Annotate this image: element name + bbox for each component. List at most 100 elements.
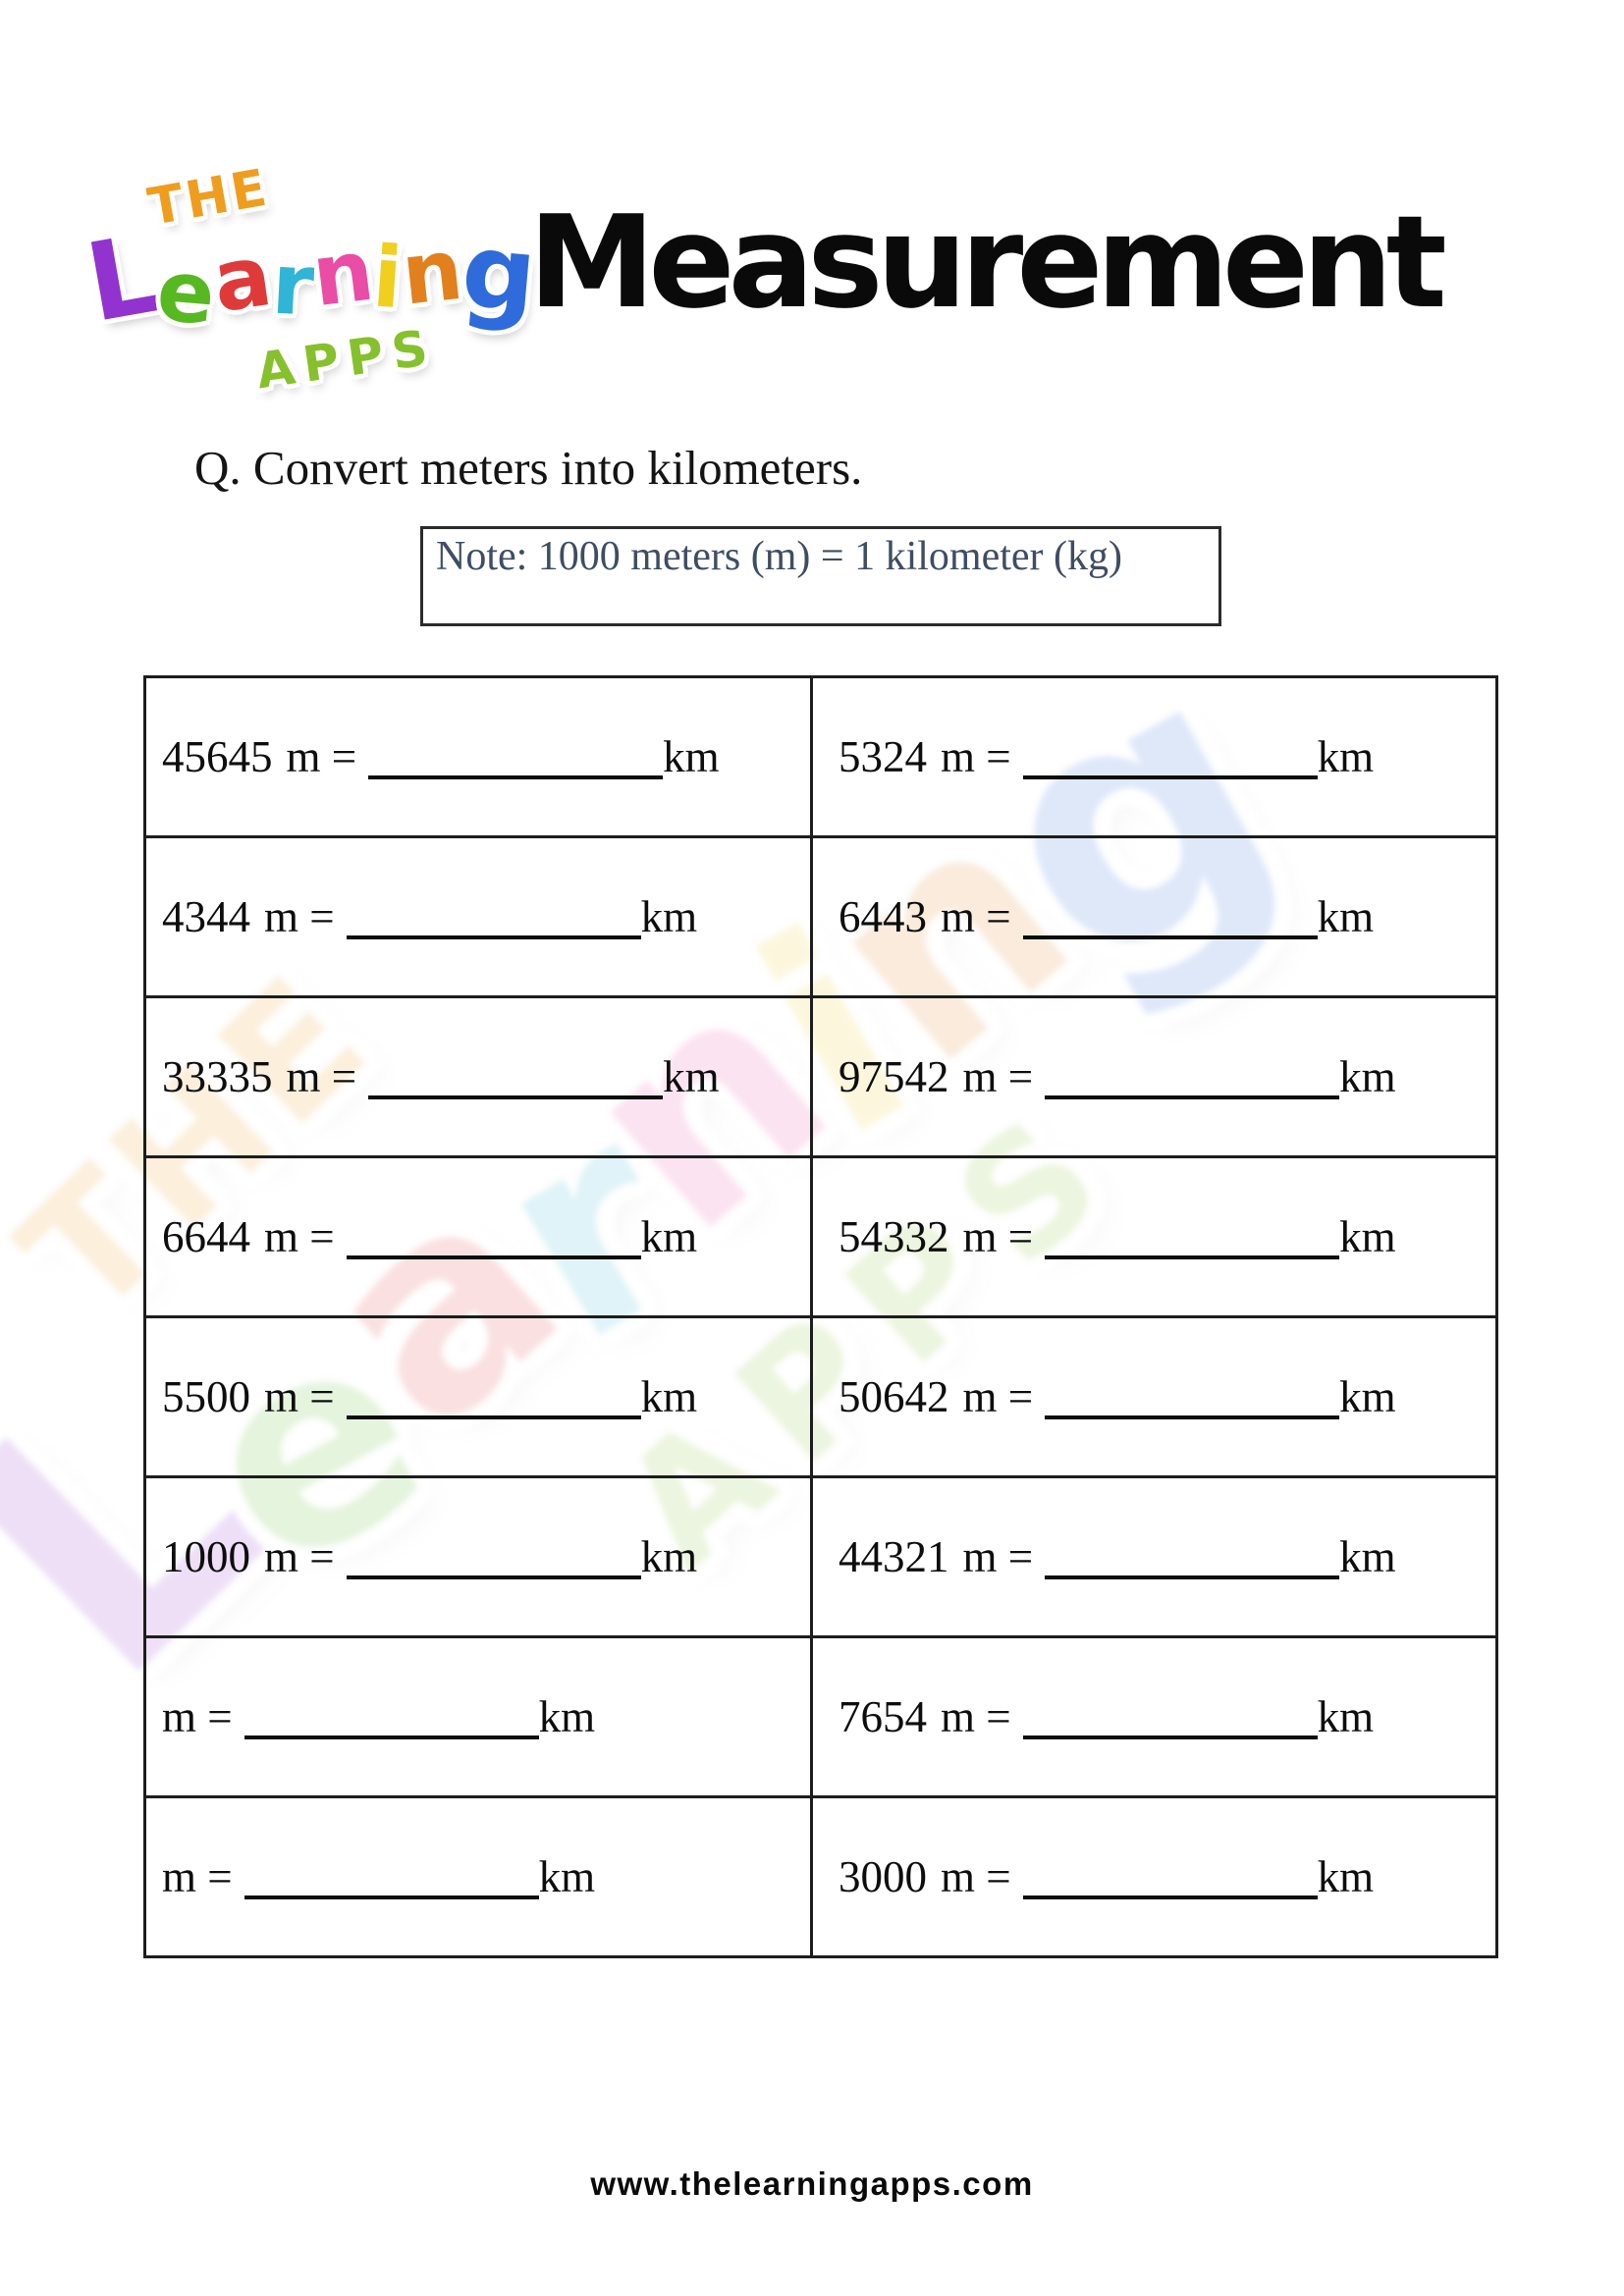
meters-value: 45645 bbox=[162, 732, 273, 781]
conversion-cell: 7654 m = km bbox=[810, 1635, 1498, 1798]
conversion-cell: 54332 m = km bbox=[810, 1155, 1498, 1318]
km-label: km bbox=[1317, 1692, 1375, 1741]
answer-blank bbox=[1045, 1575, 1340, 1579]
m-equals-label: m = bbox=[962, 1532, 1034, 1581]
answer-blank bbox=[244, 1896, 539, 1899]
meters-value: 5324 bbox=[839, 732, 927, 781]
conversion-table-body: 45645 m = km 5324 m = km 4344 m = km 6443 m = km 333… bbox=[143, 675, 1498, 1958]
m-equals-label: m = bbox=[941, 1852, 1011, 1901]
m-equals-label: m = bbox=[264, 1532, 335, 1581]
conversion-cell: 5324 m = km bbox=[810, 675, 1498, 838]
answer-blank bbox=[244, 1735, 539, 1739]
answer-blank bbox=[1022, 935, 1318, 939]
m-equals-label: m = bbox=[286, 732, 357, 781]
answer-blank bbox=[368, 1095, 664, 1099]
conversion-cell: 33335 m = km bbox=[143, 995, 813, 1158]
conversion-cell: 50642 m = km bbox=[810, 1315, 1498, 1478]
conversion-table: 45645 m = km 5324 m = km 4344 m = km 6443 m = km 333… bbox=[143, 675, 1498, 1958]
answer-blank bbox=[346, 1255, 641, 1259]
meters-value: 5500 bbox=[162, 1372, 250, 1421]
table-row: 6644 m = km 54332 m = km bbox=[143, 1155, 1498, 1318]
m-equals-label: m = bbox=[962, 1212, 1034, 1261]
logo-letter: e bbox=[153, 241, 220, 345]
km-label: km bbox=[1339, 1212, 1396, 1261]
m-equals-label: m = bbox=[941, 1692, 1011, 1741]
conversion-cell: 5500 m = km bbox=[143, 1315, 813, 1478]
logo-letter: r bbox=[269, 235, 316, 336]
m-equals-label: m = bbox=[264, 1372, 335, 1421]
table-row: 33335 m = km 97542 m = km bbox=[143, 995, 1498, 1158]
note-box: Note: 1000 meters (m) = 1 kilometer (kg) bbox=[420, 526, 1221, 626]
meters-value: 7654 bbox=[839, 1692, 927, 1741]
logo-letter: L bbox=[78, 210, 168, 347]
conversion-cell: m = km bbox=[143, 1635, 813, 1798]
conversion-cell: 1000 m = km bbox=[143, 1475, 813, 1638]
logo-letter: n bbox=[397, 220, 467, 325]
answer-blank bbox=[346, 1415, 641, 1419]
km-label: km bbox=[1339, 1372, 1396, 1421]
conversion-cell: 44321 m = km bbox=[810, 1475, 1498, 1638]
km-label: km bbox=[640, 1532, 698, 1581]
km-label: km bbox=[1317, 892, 1375, 941]
question-text: Q. Convert meters into kilometers. bbox=[194, 441, 863, 495]
meters-value: 6644 bbox=[162, 1212, 250, 1261]
km-label: km bbox=[663, 1052, 720, 1101]
meters-value: 50642 bbox=[839, 1372, 949, 1421]
m-equals-label: m = bbox=[941, 732, 1011, 781]
conversion-cell: 6644 m = km bbox=[143, 1155, 813, 1318]
footer-url: www.thelearningapps.com bbox=[590, 2165, 1034, 2202]
conversion-cell: 45645 m = km bbox=[143, 675, 813, 838]
answer-blank bbox=[1045, 1415, 1340, 1419]
answer-blank bbox=[368, 775, 664, 779]
page-title: Measurement bbox=[528, 187, 1447, 337]
note-text: Note: 1000 meters (m) = 1 kilometer (kg) bbox=[436, 534, 1123, 579]
m-equals-label: m = bbox=[962, 1052, 1034, 1101]
meters-value: 1000 bbox=[162, 1532, 250, 1581]
conversion-cell: m = km bbox=[143, 1795, 813, 1958]
conversion-cell: 6443 m = km bbox=[810, 835, 1498, 998]
table-row: m = km 7654 m = km bbox=[143, 1635, 1498, 1798]
km-label: km bbox=[640, 892, 698, 941]
meters-value: 54332 bbox=[839, 1212, 949, 1261]
km-label: km bbox=[1317, 732, 1375, 781]
conversion-cell: 4344 m = km bbox=[143, 835, 813, 998]
m-equals-label: m = bbox=[264, 892, 335, 941]
km-label: km bbox=[538, 1692, 596, 1741]
answer-blank bbox=[346, 1575, 641, 1579]
m-equals-label: m = bbox=[286, 1052, 357, 1101]
km-label: km bbox=[538, 1852, 596, 1901]
meters-value: 44321 bbox=[839, 1532, 949, 1581]
conversion-cell: 97542 m = km bbox=[810, 995, 1498, 1158]
logo-letter: n bbox=[306, 221, 379, 327]
table-row: 5500 m = km 50642 m = km bbox=[143, 1315, 1498, 1478]
answer-blank bbox=[346, 935, 641, 939]
km-label: km bbox=[663, 732, 720, 781]
table-row: 45645 m = km 5324 m = km bbox=[143, 675, 1498, 838]
answer-blank bbox=[1022, 775, 1318, 779]
logo-letter: a bbox=[207, 226, 279, 333]
meters-value: 3000 bbox=[839, 1852, 927, 1901]
meters-value: 33335 bbox=[162, 1052, 273, 1101]
m-equals-label: m = bbox=[264, 1212, 335, 1261]
km-label: km bbox=[1339, 1052, 1396, 1101]
km-label: km bbox=[640, 1212, 698, 1261]
m-equals-label: m = bbox=[162, 1692, 233, 1741]
meters-value: 4344 bbox=[162, 892, 250, 941]
m-equals-label: m = bbox=[941, 892, 1011, 941]
conversion-cell: 3000 m = km bbox=[810, 1795, 1498, 1958]
answer-blank bbox=[1045, 1095, 1340, 1099]
answer-blank bbox=[1022, 1735, 1318, 1739]
km-label: km bbox=[1317, 1852, 1375, 1901]
table-row: m = km 3000 m = km bbox=[143, 1795, 1498, 1958]
m-equals-label: m = bbox=[162, 1852, 233, 1901]
learning-apps-logo: THE Learning APPS bbox=[78, 157, 542, 408]
meters-value: 97542 bbox=[839, 1052, 949, 1101]
km-label: km bbox=[1339, 1532, 1396, 1581]
km-label: km bbox=[640, 1372, 698, 1421]
table-row: 4344 m = km 6443 m = km bbox=[143, 835, 1498, 998]
meters-value: 6443 bbox=[839, 892, 927, 941]
answer-blank bbox=[1045, 1255, 1340, 1259]
logo-learning-text: Learning bbox=[78, 206, 541, 347]
answer-blank bbox=[1022, 1896, 1318, 1899]
